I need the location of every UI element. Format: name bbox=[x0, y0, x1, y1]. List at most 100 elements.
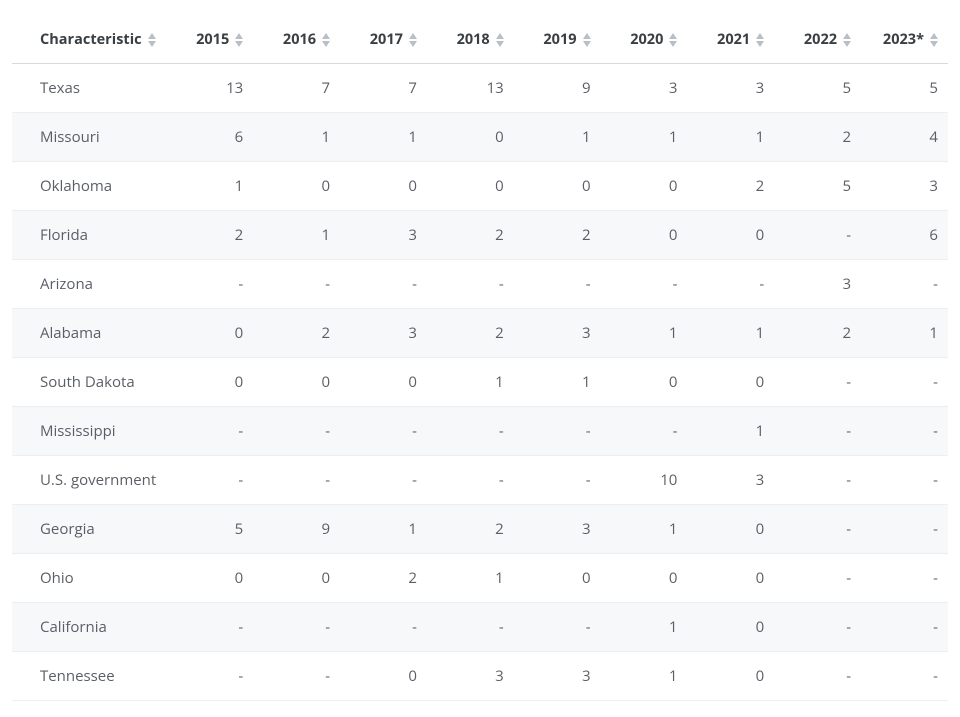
cell-value: 0 bbox=[601, 211, 688, 260]
cell-value: 2 bbox=[253, 309, 340, 358]
table-row: Oklahoma100000253 bbox=[12, 162, 948, 211]
cell-value: 3 bbox=[340, 211, 427, 260]
cell-value: 1 bbox=[861, 309, 948, 358]
table-row: U.S. government-----103-- bbox=[12, 456, 948, 505]
cell-value: 1 bbox=[514, 113, 601, 162]
sort-icon bbox=[583, 33, 591, 47]
cell-value: 1 bbox=[427, 554, 514, 603]
column-header-y2019[interactable]: 2019 bbox=[514, 16, 601, 64]
cell-value: 0 bbox=[166, 309, 253, 358]
cell-value: - bbox=[861, 407, 948, 456]
cell-value: - bbox=[861, 652, 948, 701]
cell-value: - bbox=[514, 603, 601, 652]
cell-value: 2 bbox=[514, 211, 601, 260]
cell-value: 2 bbox=[774, 309, 861, 358]
table-row: Alabama023231121 bbox=[12, 309, 948, 358]
column-header-label: 2017 bbox=[370, 30, 403, 49]
cell-value: 2 bbox=[166, 211, 253, 260]
cell-value: - bbox=[601, 260, 688, 309]
row-label: South Dakota bbox=[12, 358, 166, 407]
cell-value: - bbox=[253, 407, 340, 456]
cell-value: 10 bbox=[601, 456, 688, 505]
row-label: California bbox=[12, 603, 166, 652]
row-label: Texas bbox=[12, 64, 166, 113]
cell-value: 1 bbox=[166, 162, 253, 211]
column-header-y2022[interactable]: 2022 bbox=[774, 16, 861, 64]
cell-value: 13 bbox=[427, 64, 514, 113]
cell-value: 1 bbox=[687, 407, 774, 456]
sort-icon bbox=[930, 33, 938, 47]
cell-value: 0 bbox=[253, 554, 340, 603]
column-header-y2023[interactable]: 2023* bbox=[861, 16, 948, 64]
cell-value: 2 bbox=[427, 309, 514, 358]
column-header-label: 2023* bbox=[883, 30, 924, 49]
cell-value: - bbox=[861, 554, 948, 603]
cell-value: - bbox=[774, 505, 861, 554]
row-label: Tennessee bbox=[12, 652, 166, 701]
sort-icon bbox=[409, 33, 417, 47]
cell-value: - bbox=[861, 358, 948, 407]
cell-value: - bbox=[514, 456, 601, 505]
cell-value: 1 bbox=[340, 505, 427, 554]
cell-value: - bbox=[514, 407, 601, 456]
column-header-y2020[interactable]: 2020 bbox=[601, 16, 688, 64]
column-header-label: 2020 bbox=[630, 30, 663, 49]
cell-value: 7 bbox=[253, 64, 340, 113]
cell-value: 7 bbox=[340, 64, 427, 113]
cell-value: 0 bbox=[601, 554, 688, 603]
sort-icon bbox=[148, 33, 156, 47]
column-header-y2015[interactable]: 2015 bbox=[166, 16, 253, 64]
cell-value: 2 bbox=[687, 162, 774, 211]
cell-value: 0 bbox=[427, 113, 514, 162]
table-row: South Dakota0001100-- bbox=[12, 358, 948, 407]
cell-value: 1 bbox=[514, 358, 601, 407]
cell-value: - bbox=[427, 407, 514, 456]
cell-value: - bbox=[253, 652, 340, 701]
cell-value: - bbox=[340, 603, 427, 652]
cell-value: 3 bbox=[340, 309, 427, 358]
column-header-characteristic[interactable]: Characteristic bbox=[12, 16, 166, 64]
cell-value: 0 bbox=[687, 554, 774, 603]
cell-value: 0 bbox=[687, 505, 774, 554]
cell-value: 3 bbox=[687, 64, 774, 113]
cell-value: 5 bbox=[861, 64, 948, 113]
cell-value: - bbox=[253, 456, 340, 505]
column-header-label: 2022 bbox=[804, 30, 837, 49]
cell-value: 13 bbox=[166, 64, 253, 113]
row-label: Alabama bbox=[12, 309, 166, 358]
cell-value: - bbox=[253, 603, 340, 652]
cell-value: 1 bbox=[601, 603, 688, 652]
cell-value: 1 bbox=[601, 652, 688, 701]
sort-icon bbox=[669, 33, 677, 47]
column-header-y2021[interactable]: 2021 bbox=[687, 16, 774, 64]
cell-value: 0 bbox=[601, 162, 688, 211]
cell-value: 0 bbox=[687, 211, 774, 260]
cell-value: 0 bbox=[340, 358, 427, 407]
cell-value: 3 bbox=[687, 456, 774, 505]
sort-icon bbox=[322, 33, 330, 47]
cell-value: 1 bbox=[427, 358, 514, 407]
row-label: U.S. government bbox=[12, 456, 166, 505]
data-table: Characteristic20152016201720182019202020… bbox=[12, 16, 948, 701]
sort-icon bbox=[756, 33, 764, 47]
cell-value: - bbox=[427, 456, 514, 505]
cell-value: 0 bbox=[253, 358, 340, 407]
table-row: Ohio0021000-- bbox=[12, 554, 948, 603]
column-header-y2016[interactable]: 2016 bbox=[253, 16, 340, 64]
table-row: Arizona-------3- bbox=[12, 260, 948, 309]
cell-value: 1 bbox=[601, 505, 688, 554]
sort-icon bbox=[235, 33, 243, 47]
cell-value: - bbox=[253, 260, 340, 309]
column-header-label: 2019 bbox=[543, 30, 576, 49]
row-label: Georgia bbox=[12, 505, 166, 554]
cell-value: - bbox=[427, 260, 514, 309]
column-header-y2018[interactable]: 2018 bbox=[427, 16, 514, 64]
cell-value: - bbox=[166, 407, 253, 456]
cell-value: 0 bbox=[687, 652, 774, 701]
column-header-y2017[interactable]: 2017 bbox=[340, 16, 427, 64]
table-row: California-----10-- bbox=[12, 603, 948, 652]
row-label: Missouri bbox=[12, 113, 166, 162]
cell-value: 3 bbox=[861, 162, 948, 211]
cell-value: - bbox=[774, 652, 861, 701]
cell-value: - bbox=[774, 358, 861, 407]
